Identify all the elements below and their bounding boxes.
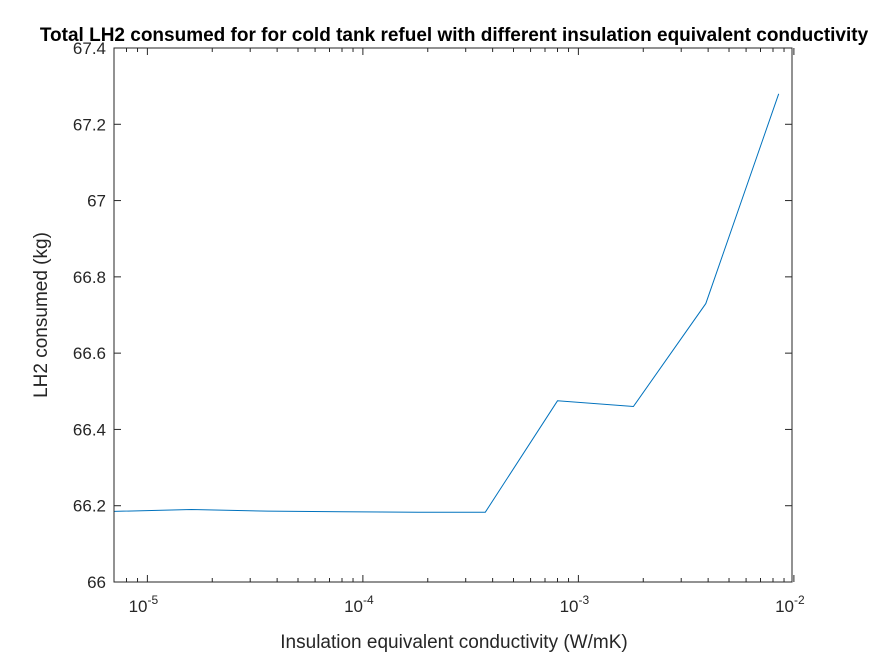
series-line bbox=[113, 93, 780, 513]
y-tick-label: 66 bbox=[87, 573, 106, 592]
y-tick-label: 66.8 bbox=[73, 268, 106, 287]
series-layer bbox=[113, 93, 780, 513]
y-tick-label: 66.6 bbox=[73, 344, 106, 363]
y-axis-label: LH2 consumed (kg) bbox=[31, 232, 52, 398]
x-tick-label: 10-2 bbox=[775, 593, 805, 616]
chart-title: Total LH2 consumed for for cold tank ref… bbox=[40, 25, 869, 46]
y-tick-label: 67.4 bbox=[73, 39, 106, 58]
axis-ticks bbox=[113, 47, 795, 583]
y-tick-label: 67 bbox=[87, 192, 106, 211]
x-tick-labels: 10-5 10-4 10-3 10-2 bbox=[129, 593, 805, 616]
y-tick-label: 66.4 bbox=[73, 420, 106, 439]
y-tick-label: 66.2 bbox=[73, 497, 106, 516]
x-tick-label: 10-4 bbox=[344, 593, 374, 616]
x-tick-label: 10-5 bbox=[129, 593, 159, 616]
y-tick-labels: 66 66.2 66.4 66.6 66.8 67 67.2 67.4 bbox=[73, 39, 106, 592]
x-axis-label: Insulation equivalent conductivity (W/mK… bbox=[280, 632, 627, 653]
plot-frame bbox=[113, 47, 793, 583]
plot-area bbox=[114, 48, 792, 582]
y-tick-label: 67.2 bbox=[73, 115, 106, 134]
x-tick-label: 10-3 bbox=[560, 593, 590, 616]
